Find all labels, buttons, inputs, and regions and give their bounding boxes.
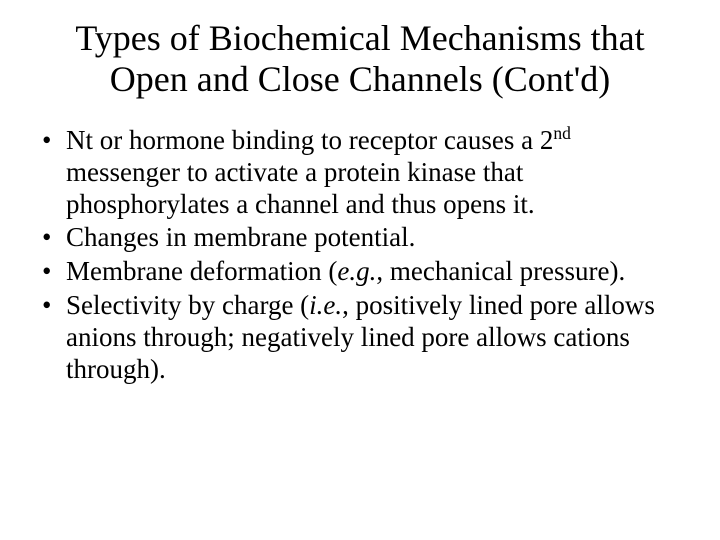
- bullet-text: , mechanical pressure).: [376, 256, 625, 286]
- list-item: Nt or hormone binding to receptor causes…: [38, 125, 682, 221]
- slide: Types of Biochemical Mechanisms that Ope…: [0, 0, 720, 540]
- italic-text: i.e.: [309, 290, 342, 320]
- superscript: nd: [553, 123, 571, 143]
- slide-title: Types of Biochemical Mechanisms that Ope…: [28, 18, 692, 101]
- bullet-text: Changes in membrane potential.: [66, 222, 415, 252]
- title-line-1: Types of Biochemical Mechanisms that: [75, 18, 644, 58]
- bullet-text: Membrane deformation (: [66, 256, 337, 286]
- bullet-text: messenger to activate a protein kinase t…: [66, 157, 535, 219]
- bullet-text: Selectivity by charge (: [66, 290, 309, 320]
- list-item: Membrane deformation (e.g., mechanical p…: [38, 256, 682, 288]
- title-line-2: Open and Close Channels (Cont'd): [110, 59, 610, 99]
- italic-text: e.g.: [337, 256, 376, 286]
- bullet-list: Nt or hormone binding to receptor causes…: [28, 125, 692, 386]
- bullet-text: Nt or hormone binding to receptor causes…: [66, 125, 553, 155]
- list-item: Changes in membrane potential.: [38, 222, 682, 254]
- list-item: Selectivity by charge (i.e., positively …: [38, 290, 682, 386]
